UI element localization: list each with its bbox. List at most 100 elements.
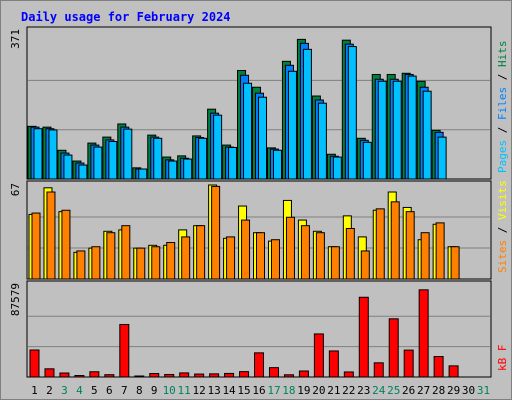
legend-files: Files xyxy=(496,87,509,120)
legend-separator: / xyxy=(496,120,509,140)
bar-pages-day-4 xyxy=(78,164,88,180)
bar-sites-day-9 xyxy=(151,246,161,280)
bar-pages-day-8 xyxy=(138,168,148,180)
bar-kb-f-day-5 xyxy=(89,371,100,378)
bar-kb-f-day-26 xyxy=(403,349,414,378)
bar-kb-f-day-2 xyxy=(44,368,55,378)
bar-kb-f-day-23 xyxy=(358,296,369,378)
bar-pages-day-9 xyxy=(153,137,163,180)
x-tick-label-day-21: 21 xyxy=(327,384,340,397)
bar-sites-day-27 xyxy=(420,232,430,280)
bar-sites-day-19 xyxy=(300,225,310,280)
chart-title: Daily usage for February 2024 xyxy=(21,10,231,24)
bar-pages-day-22 xyxy=(347,46,357,180)
x-tick-label-day-17: 17 xyxy=(267,384,280,397)
bar-kb-f-day-28 xyxy=(433,356,444,378)
bar-kb-f-day-9 xyxy=(149,373,160,378)
x-tick-label-day-24: 24 xyxy=(372,384,386,397)
x-tick-label-day-15: 15 xyxy=(237,384,250,397)
panel-2-max-label: 67 xyxy=(9,183,22,196)
bar-pages-day-25 xyxy=(392,80,402,180)
bar-kb-f-day-13 xyxy=(209,373,220,378)
bar-pages-day-24 xyxy=(377,80,387,180)
bar-sites-day-23 xyxy=(360,250,370,280)
bar-kb-f-day-15 xyxy=(239,371,250,378)
bar-pages-day-6 xyxy=(108,141,118,180)
bar-pages-day-12 xyxy=(198,137,208,180)
legend-visits: Visits xyxy=(496,180,509,220)
panel-3-legend: kB F xyxy=(496,345,509,372)
x-tick-label-day-16: 16 xyxy=(252,384,265,397)
x-tick-label-day-19: 19 xyxy=(297,384,310,397)
x-tick-label-day-25: 25 xyxy=(387,384,400,397)
x-tick-label-day-23: 23 xyxy=(357,384,370,397)
bar-kb-f-day-21 xyxy=(328,350,339,378)
x-tick-label-day-6: 6 xyxy=(106,384,113,397)
bar-kb-f-day-22 xyxy=(343,371,354,378)
bar-sites-day-14 xyxy=(226,236,236,280)
bar-sites-day-15 xyxy=(241,219,251,280)
bar-pages-day-13 xyxy=(213,114,223,180)
bar-kb-f-day-19 xyxy=(298,370,309,378)
x-tick-label-day-2: 2 xyxy=(46,384,53,397)
bar-kb-f-day-1 xyxy=(29,349,40,378)
bar-kb-f-day-20 xyxy=(313,333,324,378)
bar-kb-f-day-24 xyxy=(373,362,384,378)
bar-kb-f-day-11 xyxy=(179,372,190,378)
x-tick-label-day-10: 10 xyxy=(163,384,176,397)
x-tick-label-day-27: 27 xyxy=(417,384,430,397)
x-tick-label-day-8: 8 xyxy=(136,384,143,397)
bar-pages-day-21 xyxy=(332,156,342,180)
bar-sites-day-8 xyxy=(136,247,146,280)
bar-pages-day-3 xyxy=(63,154,73,180)
legend-pages: Pages xyxy=(496,140,509,173)
x-tick-label-day-5: 5 xyxy=(91,384,98,397)
bar-pages-day-11 xyxy=(183,158,193,180)
bar-kb-f-day-10 xyxy=(164,373,175,378)
bar-sites-day-7 xyxy=(121,225,131,280)
x-tick-label-day-13: 13 xyxy=(207,384,220,397)
bar-kb-f-day-27 xyxy=(418,289,429,378)
bar-sites-day-18 xyxy=(285,216,295,280)
x-tick-label-day-12: 12 xyxy=(193,384,206,397)
bar-sites-day-13 xyxy=(211,185,221,280)
bar-pages-day-19 xyxy=(302,48,312,180)
x-tick-label-day-31: 31 xyxy=(477,384,490,397)
bar-sites-day-16 xyxy=(256,232,266,280)
bar-sites-day-28 xyxy=(435,222,445,280)
bar-sites-day-2 xyxy=(46,191,56,280)
bar-pages-day-17 xyxy=(272,149,282,180)
bar-sites-day-20 xyxy=(315,232,325,280)
x-tick-label-day-20: 20 xyxy=(312,384,325,397)
bar-sites-day-1 xyxy=(31,212,41,280)
bar-sites-day-12 xyxy=(196,225,206,280)
bar-kb-f-day-8 xyxy=(134,375,145,378)
bar-sites-day-6 xyxy=(106,232,116,280)
bar-kb-f-day-6 xyxy=(104,374,115,378)
x-tick-label-day-29: 29 xyxy=(447,384,460,397)
bar-sites-day-24 xyxy=(375,208,385,280)
x-tick-label-day-9: 9 xyxy=(151,384,158,397)
bar-sites-day-3 xyxy=(61,209,71,280)
legend-separator: / xyxy=(496,67,509,87)
panel-2-legend: Sites / Visits xyxy=(496,180,509,273)
panel-3-max-label: 87579 xyxy=(9,283,22,316)
legend-hits: Hits xyxy=(496,41,509,68)
bar-pages-day-26 xyxy=(407,75,417,180)
bar-sites-day-25 xyxy=(390,201,400,280)
x-tick-label-day-11: 11 xyxy=(178,384,191,397)
bar-pages-day-28 xyxy=(437,136,447,180)
bar-kb-f-day-18 xyxy=(283,374,294,378)
legend-separator: / xyxy=(496,220,509,240)
bar-pages-day-18 xyxy=(287,70,297,180)
bar-kb-f-day-25 xyxy=(388,318,399,378)
x-tick-label-day-30: 30 xyxy=(462,384,475,397)
bar-kb-f-day-29 xyxy=(448,365,459,378)
bar-pages-day-7 xyxy=(123,128,133,180)
x-tick-label-day-18: 18 xyxy=(282,384,295,397)
bar-sites-day-29 xyxy=(450,246,460,280)
bar-kb-f-day-16 xyxy=(254,352,265,378)
x-tick-label-day-26: 26 xyxy=(402,384,415,397)
